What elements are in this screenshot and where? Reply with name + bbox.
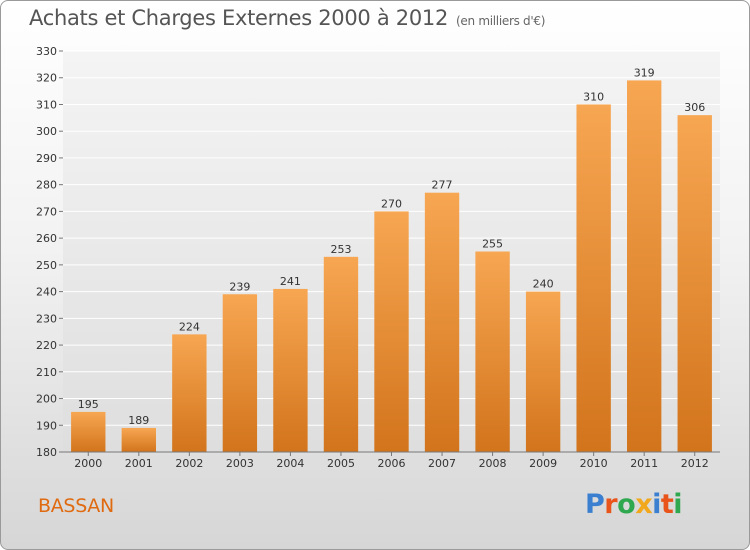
x-tick-label-2010: 2010 xyxy=(580,457,608,470)
value-label-2009: 240 xyxy=(533,278,554,291)
y-tick-label: 260 xyxy=(36,232,57,245)
y-tick-label: 300 xyxy=(36,125,57,138)
y-axis-ticks: 180 190 200 210 220 230 240 250 260 270 280 290 300 3… xyxy=(36,45,63,459)
commune-name: BASSAN xyxy=(38,495,114,517)
logo-letter-2: o xyxy=(617,489,636,520)
bar-2009 xyxy=(525,291,561,452)
y-tick-label: 270 xyxy=(36,205,57,218)
y-tick-label: 210 xyxy=(36,366,57,379)
y-tick-label: 200 xyxy=(36,393,57,406)
value-label-2010: 310 xyxy=(583,90,604,103)
value-label-2007: 277 xyxy=(432,179,453,192)
logo-letter-6: i xyxy=(673,489,683,520)
value-label-2012: 306 xyxy=(684,101,705,114)
logo-letter-5: t xyxy=(660,489,674,520)
value-label-2002: 224 xyxy=(179,320,200,333)
logo-letter-4: i xyxy=(652,489,661,520)
bar-2003 xyxy=(222,294,258,452)
x-axis-ticks: 2000 2001 2002 2003 2004 2005 2006 2007 2008 2009… xyxy=(74,452,709,470)
y-tick-label: 230 xyxy=(36,312,57,325)
x-tick-label-2009: 2009 xyxy=(529,457,557,470)
chart-subtitle: (en milliers d'€) xyxy=(456,14,546,28)
y-tick-label: 280 xyxy=(36,179,57,192)
bar-2011 xyxy=(627,80,662,452)
x-tick-label-2003: 2003 xyxy=(226,457,254,470)
y-tick-label: 250 xyxy=(36,259,57,272)
logo-letter-1: r xyxy=(604,489,618,520)
bar-2012 xyxy=(677,115,712,452)
y-tick-label: 240 xyxy=(36,286,57,299)
value-label-2003: 239 xyxy=(229,280,250,293)
x-tick-label-2012: 2012 xyxy=(681,457,709,470)
title-text: Achats et Charges Externes 2000 à 2012 xyxy=(29,6,449,30)
x-tick-label-2002: 2002 xyxy=(175,457,203,470)
value-label-2011: 319 xyxy=(634,66,655,79)
bars xyxy=(71,80,712,453)
bar-2008 xyxy=(475,251,510,452)
logo-letter-3: x xyxy=(635,489,653,520)
y-tick-label: 330 xyxy=(36,45,57,58)
bar-2006 xyxy=(374,211,409,452)
chart-title: Achats et Charges Externes 2000 à 2012 (e… xyxy=(29,6,545,30)
bar-2004 xyxy=(273,288,308,452)
x-tick-label-2008: 2008 xyxy=(479,457,507,470)
value-label-2001: 189 xyxy=(128,414,149,427)
value-label-2004: 241 xyxy=(280,275,301,288)
bar-2010 xyxy=(576,104,611,452)
bar-2005 xyxy=(323,256,359,452)
x-tick-label-2004: 2004 xyxy=(276,457,304,470)
y-tick-label: 190 xyxy=(36,419,57,432)
y-tick-label: 180 xyxy=(36,446,57,459)
bar-2007 xyxy=(424,192,460,453)
value-labels: 195 189 224 239 241 253 270 277 255 240 310 319 306 xyxy=(78,66,705,427)
y-tick-label: 290 xyxy=(36,152,57,165)
value-label-2000: 195 xyxy=(78,398,99,411)
x-tick-label-2005: 2005 xyxy=(327,457,355,470)
x-tick-label-2007: 2007 xyxy=(428,457,456,470)
x-tick-label-2000: 2000 xyxy=(74,457,102,470)
x-tick-label-2001: 2001 xyxy=(125,457,153,470)
bar-2000 xyxy=(71,411,106,452)
bar-2002 xyxy=(172,334,207,452)
bar-2001 xyxy=(121,427,156,452)
y-tick-label: 320 xyxy=(36,72,57,85)
value-label-2005: 253 xyxy=(330,243,351,256)
proxiti-logo: Proxiti xyxy=(585,489,683,520)
value-label-2008: 255 xyxy=(482,238,503,251)
y-tick-label: 310 xyxy=(36,98,57,111)
value-label-2006: 270 xyxy=(381,197,402,210)
y-tick-label: 220 xyxy=(36,339,57,352)
x-tick-label-2006: 2006 xyxy=(378,457,406,470)
x-tick-label-2011: 2011 xyxy=(630,457,658,470)
logo-letter-0: P xyxy=(585,489,605,520)
